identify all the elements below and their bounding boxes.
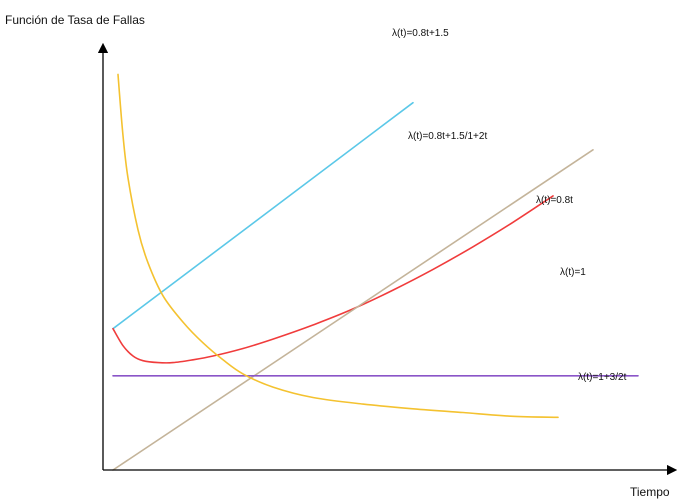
series-line-decreasing (117, 73, 559, 419)
series-label-decreasing: λ(t)=1+3/2t (578, 372, 627, 383)
y-axis-title: Función de Tasa de Fallas (5, 13, 145, 27)
series-line-mixed (112, 195, 554, 364)
series-labels: λ(t)=0.8t+1.5 λ(t)=0.8t+1.5/1+2t λ(t)=0.… (392, 28, 627, 383)
series-label-linear: λ(t)=0.8t (536, 195, 573, 206)
series-label-mixed: λ(t)=0.8t+1.5/1+2t (408, 131, 487, 142)
curves-layer (112, 73, 639, 471)
series-line-linear (112, 149, 594, 471)
series-label-constant: λ(t)=1 (560, 267, 586, 278)
series-label-linear-high: λ(t)=0.8t+1.5 (392, 28, 449, 39)
series-line-linear-high (112, 101, 414, 330)
x-axis-title: Tiempo (630, 485, 670, 499)
